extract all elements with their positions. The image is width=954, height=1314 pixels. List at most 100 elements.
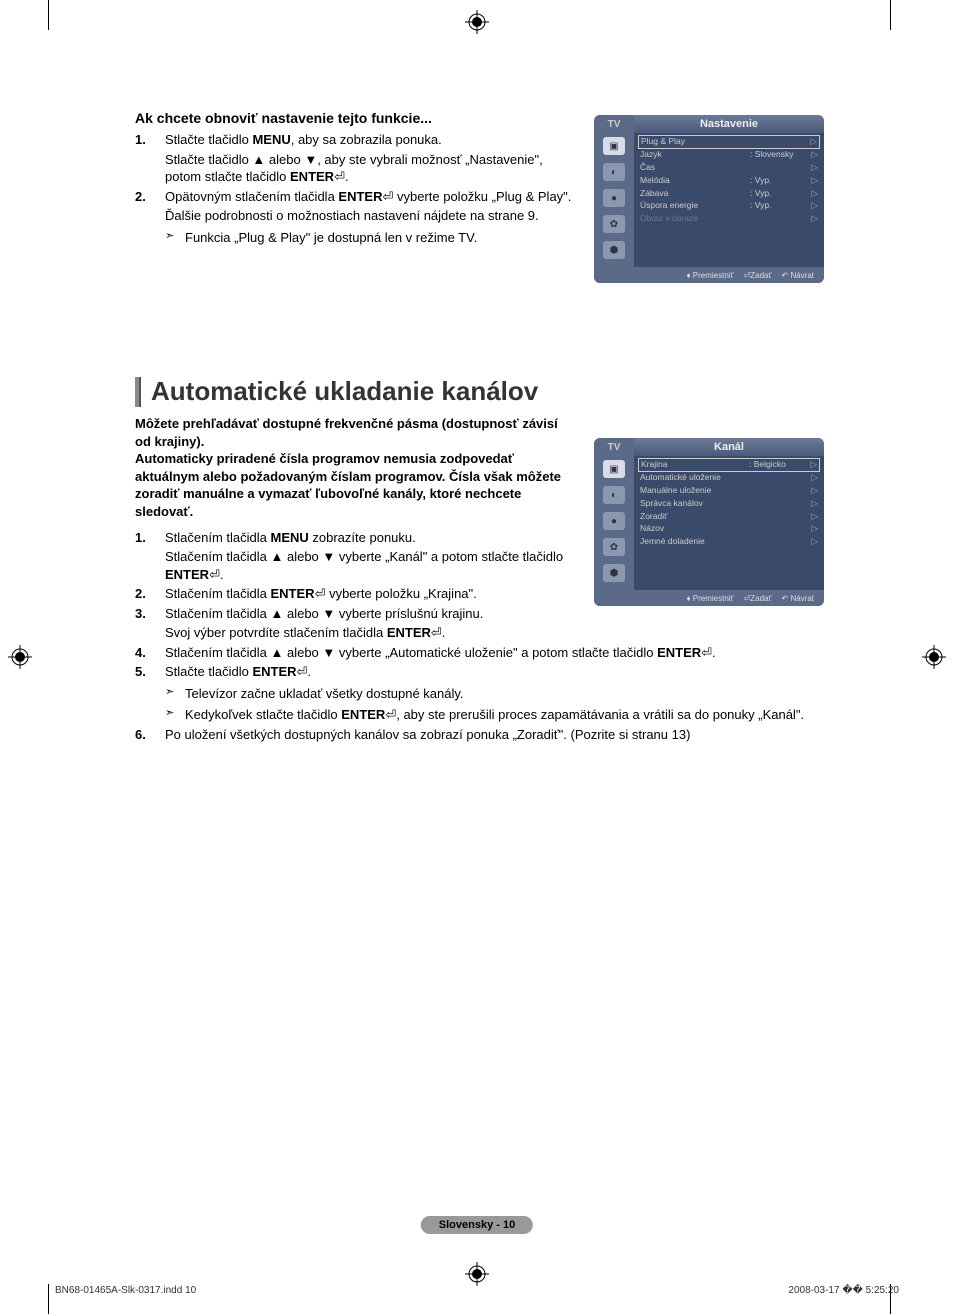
osd-item-label: Zoradiť: [640, 511, 750, 523]
osd-body: ▣◐●✿⬢ Plug & Play▷Jazyk: Slovensky▷Čas▷M…: [594, 133, 824, 267]
osd-footer-return: ↶ Návrat: [782, 271, 815, 280]
osd-menu-item[interactable]: Čas▷: [640, 162, 818, 174]
list-item: 3.Stlačením tlačidla ▲ alebo ▼ vyberte p…: [135, 605, 820, 642]
chevron-right-icon: ▷: [810, 149, 818, 161]
item-number: 1.: [135, 131, 165, 186]
osd-item-value: : Vyp.: [750, 188, 810, 200]
osd-item-value: [750, 498, 810, 510]
osd-menu-item[interactable]: Obraz v obraze▷: [640, 213, 818, 225]
item-body: Stlačením tlačidla ENTER⏎ vyberte položk…: [165, 585, 575, 603]
arrow-note: ➣Kedykoľvek stlačte tlačidlo ENTER⏎, aby…: [165, 706, 820, 724]
intro-line: Môžete prehľadávať dostupné frekvenčné p…: [135, 415, 575, 450]
item-body: Stlačte tlačidlo MENU, aby sa zobrazila …: [165, 131, 575, 186]
item-line: Svoj výber potvrdíte stlačením tlačidla …: [165, 624, 575, 642]
osd-menu-item[interactable]: Melódia: Vyp.▷: [640, 175, 818, 187]
item-line: Stlačte tlačidlo ▲ alebo ▼, aby ste vybr…: [165, 151, 575, 186]
print-footer-file: BN68-01465A-Slk-0317.indd 10: [55, 1285, 196, 1296]
osd-sidebar-icon[interactable]: ⬢: [603, 241, 625, 259]
osd-item-label: Melódia: [640, 175, 750, 187]
osd-menu-item[interactable]: Úspora energie: Vyp.▷: [640, 200, 818, 212]
osd-item-value: [750, 162, 810, 174]
chevron-right-icon: ▷: [810, 536, 818, 548]
item-line: Stlačením tlačidla ▲ alebo ▼ vyberte „Ka…: [165, 548, 575, 583]
chevron-right-icon: ▷: [810, 511, 818, 523]
chevron-right-icon: ▷: [810, 200, 818, 212]
osd-nastavenie: TV Nastavenie ▣◐●✿⬢ Plug & Play▷Jazyk: S…: [594, 115, 824, 283]
osd-item-label: Zábava: [640, 188, 750, 200]
list-item: 5.Stlačte tlačidlo ENTER⏎.➣Televízor zač…: [135, 663, 820, 724]
crop-mark: [48, 1284, 49, 1314]
osd-sidebar-icon[interactable]: ◐: [603, 163, 625, 181]
osd-sidebar: ▣ ◐ ● ✿ ⬢: [594, 456, 634, 590]
osd-menu-item[interactable]: Jazyk: Slovensky▷: [640, 149, 818, 161]
osd-sidebar-icon[interactable]: ●: [603, 512, 625, 530]
registration-mark-icon: [922, 645, 946, 669]
arrow-icon: ➣: [165, 706, 185, 724]
item-line: Stlačením tlačidla ▲ alebo ▼ vyberte prí…: [165, 605, 575, 623]
item-line: Stlačením tlačidla MENU zobrazíte ponuku…: [165, 529, 575, 547]
osd-sidebar-icon[interactable]: ⬢: [603, 564, 625, 582]
registration-mark-icon: [8, 645, 32, 669]
item-body: Stlačením tlačidla ▲ alebo ▼ vyberte „Au…: [165, 644, 820, 662]
item-line: Stlačením tlačidla ENTER⏎ vyberte položk…: [165, 585, 575, 603]
item-number: 6.: [135, 726, 165, 744]
osd-sidebar-icon[interactable]: ✿: [603, 538, 625, 556]
osd-item-value: [750, 511, 810, 523]
item-number: 4.: [135, 644, 165, 662]
list-item: 4.Stlačením tlačidla ▲ alebo ▼ vyberte „…: [135, 644, 820, 662]
osd-menu-item[interactable]: Zábava: Vyp.▷: [640, 188, 818, 200]
osd-main: Krajina: Belgicko▷Automatické uloženie▷M…: [634, 456, 824, 590]
page-number: Slovensky - 10: [421, 1216, 533, 1234]
osd-sidebar-icon[interactable]: ▣: [603, 137, 625, 155]
osd-title: Nastavenie: [634, 115, 824, 133]
item-number: 2.: [135, 188, 165, 247]
item-line: Po uložení všetkých dostupných kanálov s…: [165, 726, 820, 744]
item-line: Opätovným stlačením tlačidla ENTER⏎ vybe…: [165, 188, 575, 206]
osd-footer-return: ↶ Návrat: [782, 594, 815, 603]
osd-menu-item[interactable]: Názov▷: [640, 523, 818, 535]
chevron-right-icon: ▷: [810, 472, 818, 484]
osd-menu-item[interactable]: Automatické uloženie▷: [640, 472, 818, 484]
item-body: Opätovným stlačením tlačidla ENTER⏎ vybe…: [165, 188, 575, 247]
osd-menu-item[interactable]: Krajina: Belgicko▷: [638, 458, 820, 472]
osd-item-value: : Slovensky: [750, 149, 810, 161]
registration-mark-icon: [465, 10, 489, 34]
osd-item-label: Jazyk: [640, 149, 750, 161]
arrow-text: Funkcia „Plug & Play" je dostupná len v …: [185, 229, 477, 247]
registration-mark-icon: [465, 1262, 489, 1286]
osd-item-value: : Belgicko: [749, 459, 809, 471]
osd-sidebar-icon[interactable]: ▣: [603, 460, 625, 478]
osd-footer-move: ♦ Premiestniť: [686, 271, 733, 280]
osd-item-value: [750, 485, 810, 497]
arrow-icon: ➣: [165, 229, 185, 247]
chevron-right-icon: ▷: [810, 213, 818, 225]
item-body: Po uložení všetkých dostupných kanálov s…: [165, 726, 820, 744]
osd-menu-item[interactable]: Jemné doladenie ▷: [640, 536, 818, 548]
arrow-note: ➣Televízor začne ukladať všetky dostupné…: [165, 685, 820, 703]
section2-title: Automatické ukladanie kanálov: [151, 376, 538, 407]
osd-footer: ♦ Premiestniť ⏎Zadať ↶ Návrat: [594, 267, 824, 283]
intro-line: Automaticky priradené čísla programov ne…: [135, 450, 575, 520]
item-line: Stlačte tlačidlo MENU, aby sa zobrazila …: [165, 131, 575, 149]
osd-sidebar-icon[interactable]: ◐: [603, 486, 625, 504]
chevron-right-icon: ▷: [810, 523, 818, 535]
crop-mark: [890, 0, 891, 30]
osd-menu-item[interactable]: Správca kanálov▷: [640, 498, 818, 510]
item-number: 1.: [135, 529, 165, 584]
osd-menu-item[interactable]: Manuálne uloženie▷: [640, 485, 818, 497]
osd-sidebar: ▣ ◐ ● ✿ ⬢: [594, 133, 634, 267]
item-number: 3.: [135, 605, 165, 642]
osd-sidebar-icon[interactable]: ●: [603, 189, 625, 207]
osd-sidebar-icon[interactable]: ✿: [603, 215, 625, 233]
chevron-right-icon: ▷: [810, 175, 818, 187]
section2-header: Automatické ukladanie kanálov: [135, 376, 820, 407]
osd-menu-item[interactable]: Plug & Play▷: [638, 135, 820, 149]
osd-item-value: [750, 213, 810, 225]
section-bar-icon: [135, 377, 141, 407]
osd-item-label: Jemné doladenie: [640, 536, 750, 548]
osd-menu-item[interactable]: Zoradiť ▷: [640, 511, 818, 523]
osd-item-label: Správca kanálov: [640, 498, 750, 510]
chevron-right-icon: ▷: [809, 459, 817, 471]
osd-item-value: : Vyp.: [750, 175, 810, 187]
osd-item-label: Plug & Play: [641, 136, 749, 148]
